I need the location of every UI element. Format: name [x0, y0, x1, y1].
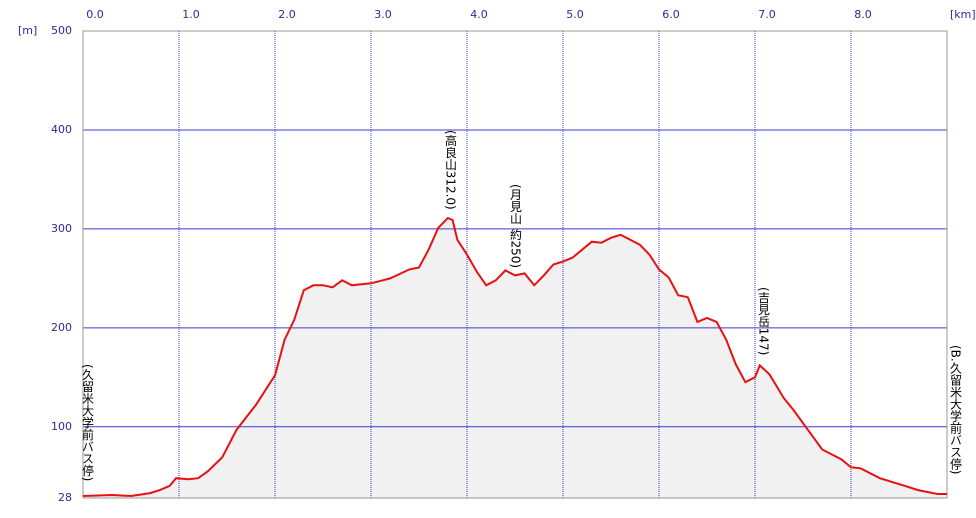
annotation: (B.久留米大学前バス停) [949, 345, 963, 474]
annotation: (高良山312.0) [444, 130, 458, 210]
elevation-line [82, 216, 947, 498]
annotation: (吉見岳147) [757, 287, 771, 355]
annotation: (月見山 約250) [509, 184, 523, 268]
y-tick-label: 28 [58, 491, 72, 504]
x-unit: [km] [950, 8, 976, 21]
x-tick-label: 7.0 [758, 8, 776, 21]
y-tick-label: 300 [51, 222, 72, 235]
plot-border [82, 30, 948, 499]
x-tick-label: 0.0 [86, 8, 104, 21]
x-tick-label: 1.0 [182, 8, 200, 21]
x-tick-label: 4.0 [470, 8, 488, 21]
x-tick-label: 3.0 [374, 8, 392, 21]
x-tick-label: 2.0 [278, 8, 296, 21]
y-tick-label: 400 [51, 123, 72, 136]
y-tick-label: 500 [51, 24, 72, 37]
y-unit: [m] [18, 24, 37, 37]
x-tick-label: 6.0 [662, 8, 680, 21]
x-tick-label: 5.0 [566, 8, 584, 21]
y-tick-label: 200 [51, 321, 72, 334]
area [83, 218, 947, 498]
y-tick-label: 100 [51, 420, 72, 433]
x-tick-label: 8.0 [854, 8, 872, 21]
annotation: (久留米大学前バス停) [81, 364, 95, 481]
